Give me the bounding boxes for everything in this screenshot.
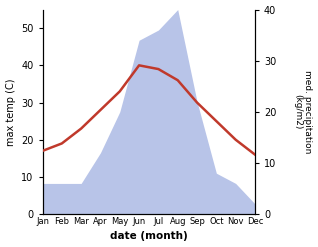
X-axis label: date (month): date (month) xyxy=(110,231,188,242)
Y-axis label: med. precipitation
(kg/m2): med. precipitation (kg/m2) xyxy=(293,70,313,154)
Y-axis label: max temp (C): max temp (C) xyxy=(5,78,16,145)
